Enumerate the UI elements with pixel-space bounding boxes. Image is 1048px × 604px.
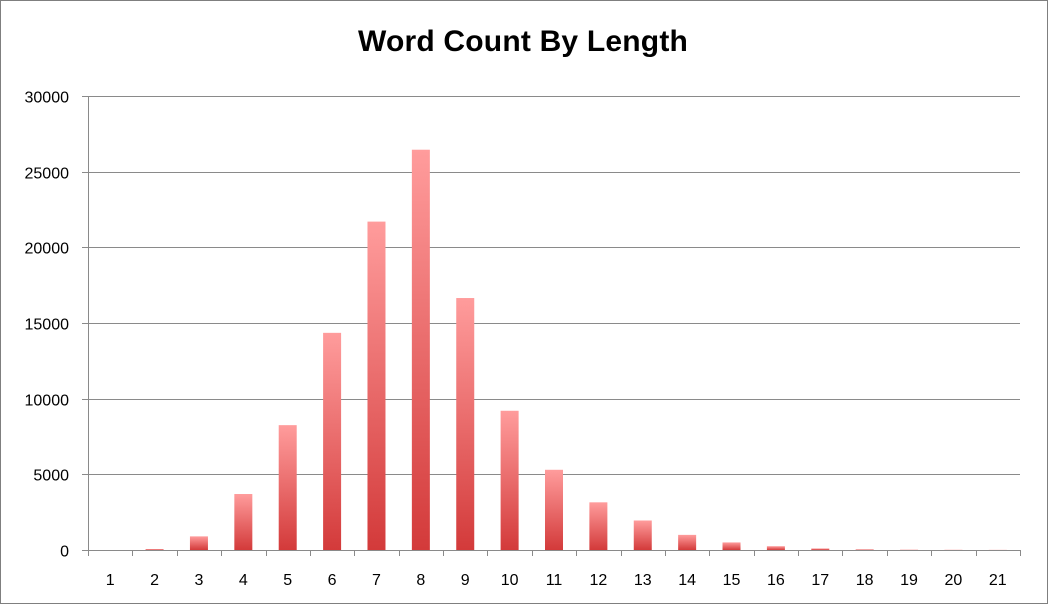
- bar-4: [234, 494, 253, 550]
- bar-5: [278, 425, 297, 550]
- bar-16: [766, 546, 785, 550]
- y-tick-label: 10000: [25, 393, 70, 410]
- y-tick-labels: 0 5000 10000 15000 20000 25000 30000: [25, 90, 70, 561]
- bar-7: [367, 221, 386, 551]
- x-tick-label: 18: [856, 572, 874, 589]
- x-tick-label: 4: [239, 572, 248, 589]
- bar-12: [589, 502, 608, 550]
- x-tick-label: 10: [501, 572, 519, 589]
- y-tick-label: 30000: [25, 90, 70, 107]
- x-tick-label: 13: [634, 572, 652, 589]
- x-tick-label: 17: [811, 572, 829, 589]
- x-tick-label: 1: [106, 572, 115, 589]
- x-tick-label: 12: [589, 572, 607, 589]
- x-tick-labels: 1 2 3 4 5 6 7 8 9 10 11 12 13 14 15 16 17 18 19 20 21: [106, 572, 1007, 589]
- bar-3: [189, 536, 208, 550]
- bar-13: [633, 520, 652, 550]
- bar-15: [722, 542, 741, 550]
- bar-18: [855, 549, 874, 550]
- y-tick-label: 25000: [25, 166, 70, 183]
- bars: [145, 149, 1007, 551]
- x-tick-label: 2: [150, 572, 159, 589]
- y-tick-label: 5000: [33, 468, 69, 485]
- x-tick-label: 19: [900, 572, 918, 589]
- bar-14: [678, 534, 697, 550]
- x-tick-label: 11: [546, 572, 563, 589]
- y-tick-label: 15000: [25, 317, 70, 334]
- x-tick-label: 3: [194, 572, 203, 589]
- chart-title: Word Count By Length: [357, 25, 689, 58]
- bar-9: [456, 298, 475, 550]
- x-tick-label: 14: [678, 572, 696, 589]
- x-tick-label: 6: [328, 572, 337, 589]
- bar-2: [145, 549, 164, 550]
- x-tick-label: 20: [945, 572, 963, 589]
- x-tick-label: 5: [283, 572, 292, 589]
- bar-17: [811, 548, 830, 550]
- x-tick-label: 7: [372, 572, 381, 589]
- bar-8: [411, 149, 430, 550]
- x-tick-label: 15: [723, 572, 741, 589]
- bar-6: [323, 332, 342, 550]
- y-tick-label: 20000: [25, 241, 70, 258]
- x-tick-label: 16: [767, 572, 785, 589]
- x-tick-label: 9: [461, 572, 470, 589]
- y-tick-label: 0: [60, 544, 69, 561]
- x-tick-label: 21: [989, 572, 1007, 589]
- bar-11: [545, 469, 563, 550]
- axes: [88, 96, 1021, 556]
- bar-10: [500, 410, 519, 550]
- x-tick-label: 8: [416, 572, 425, 589]
